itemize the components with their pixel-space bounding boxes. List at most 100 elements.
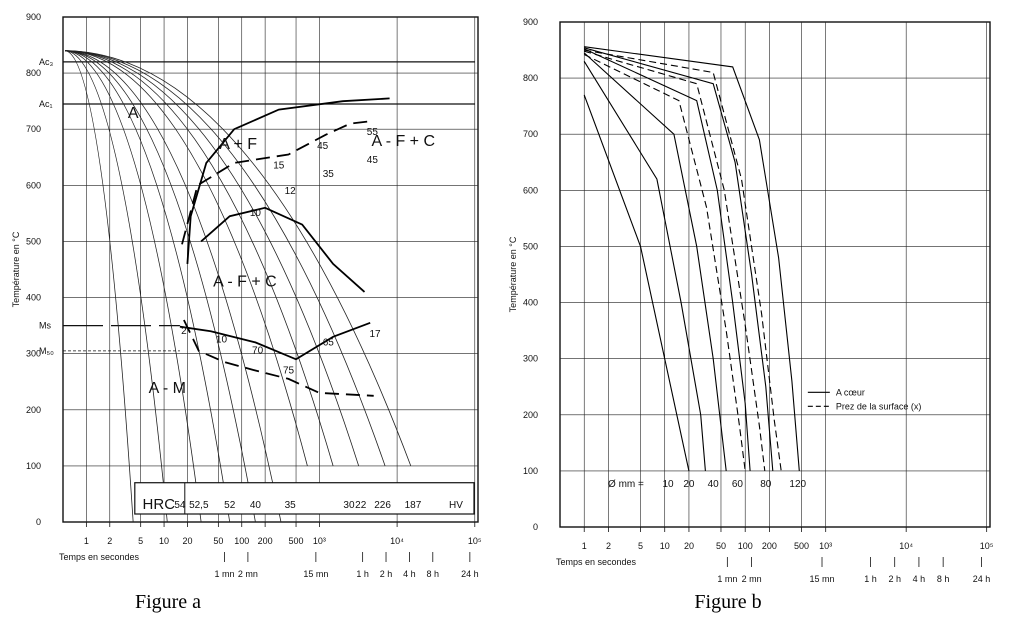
y-tick-label: 700	[26, 124, 41, 134]
y-tick-label: 600	[26, 180, 41, 190]
y-axis-title: Température en °C	[508, 236, 518, 312]
y-tick-label: 0	[36, 517, 41, 527]
series-line	[583, 61, 706, 471]
series-line	[583, 54, 746, 471]
hardness-value: 22	[355, 500, 367, 511]
y-tick-label: 300	[523, 354, 538, 364]
hardness-value: 35	[285, 500, 297, 511]
time-tick-label: 15 mn	[810, 574, 835, 584]
series-line	[584, 49, 782, 471]
hardness-value: 52	[224, 500, 236, 511]
y-tick-label: 800	[523, 73, 538, 83]
fraction-label: 2	[181, 326, 187, 337]
region-label: A - F + C	[371, 133, 435, 150]
x-tick-label: 100	[738, 541, 753, 551]
fraction-label: 10	[250, 208, 262, 219]
region-label: A - M	[149, 380, 186, 397]
series-line	[584, 46, 800, 471]
y-tick-label: 700	[523, 129, 538, 139]
fraction-label: 15	[273, 161, 285, 172]
legend-entry: A cœur	[836, 387, 865, 397]
hardness-value: 54	[174, 500, 186, 511]
y-tick-label: 600	[523, 185, 538, 195]
time-tick-label: 4 h	[913, 574, 926, 584]
fraction-label: 12	[285, 186, 297, 197]
transformation-boundary	[200, 206, 366, 293]
time-tick-label: 4 h	[403, 569, 416, 579]
x-tick-label: 2	[606, 541, 611, 551]
time-tick-label: 15 mn	[303, 569, 328, 579]
critical-temp-label: Ac₃	[39, 57, 54, 67]
series-line	[583, 48, 751, 471]
plot-frame	[559, 21, 991, 528]
transformation-boundary	[181, 119, 374, 245]
time-tick-label: 1 mn	[215, 569, 235, 579]
region-label: A	[128, 105, 139, 122]
y-tick-label: 200	[523, 410, 538, 420]
y-tick-label: 800	[26, 68, 41, 78]
critical-temp-label: M₅₀	[39, 346, 54, 356]
time-tick-label: 1 h	[356, 569, 369, 579]
series-line	[584, 47, 774, 471]
time-tick-label: 1 h	[864, 574, 877, 584]
series-line	[584, 50, 766, 471]
cooling-curve	[64, 50, 386, 467]
x-axis-title: Temps en secondes	[59, 552, 140, 562]
diameter-value: 40	[708, 479, 720, 490]
cooling-curve	[64, 50, 308, 466]
x-tick-label: 500	[289, 536, 304, 546]
y-axis-title: Température en °C	[11, 231, 21, 307]
time-tick-label: 2 h	[380, 569, 393, 579]
fraction-label: 17	[369, 329, 381, 340]
cooling-curve	[64, 50, 412, 467]
y-tick-label: 100	[523, 466, 538, 476]
x-tick-label: 1	[582, 541, 587, 551]
y-tick-label: 900	[523, 17, 538, 27]
cooling-curve	[64, 50, 134, 523]
transformation-boundary	[186, 97, 390, 264]
x-tick-label: 200	[258, 536, 273, 546]
time-tick-label: 1 mn	[717, 574, 737, 584]
x-tick-label: 10⁵	[468, 536, 482, 546]
x-tick-label: 2	[107, 536, 112, 546]
hardness-value: 187	[405, 500, 422, 511]
diameter-value: 120	[789, 479, 806, 490]
fraction-label: 45	[367, 155, 379, 166]
cooling-curve	[64, 50, 231, 523]
y-tick-label: 500	[523, 241, 538, 251]
chart-figure-b: 0 100 200 300 400 500 600 700 800 900 1 2 5 10 20 50 100…	[508, 17, 994, 584]
diameter-label: Ø mm =	[608, 479, 644, 490]
cooling-curve	[64, 50, 202, 523]
x-tick-label: 10⁴	[899, 541, 913, 551]
cooling-curve	[64, 50, 282, 523]
fraction-label: 65	[323, 337, 335, 348]
x-tick-label: 5	[638, 541, 643, 551]
cooling-curve	[64, 50, 168, 523]
time-tick-label: 8 h	[427, 569, 440, 579]
x-tick-label: 200	[762, 541, 777, 551]
y-tick-label: 200	[26, 405, 41, 415]
x-tick-label: 10⁵	[980, 541, 994, 551]
plot-frame	[62, 16, 479, 523]
x-tick-label: 50	[213, 536, 223, 546]
y-tick-label: 900	[26, 12, 41, 22]
region-label: A - F + C	[213, 273, 277, 290]
cooling-curve	[64, 50, 334, 467]
y-tick-label: 0	[533, 522, 538, 532]
x-tick-label: 20	[684, 541, 694, 551]
fraction-label: 35	[323, 169, 335, 180]
time-tick-label: 8 h	[937, 574, 950, 584]
time-tick-label: 2 h	[888, 574, 901, 584]
hardness-box	[134, 482, 475, 515]
x-tick-label: 50	[716, 541, 726, 551]
cooling-curve	[64, 50, 360, 467]
critical-temp-label: Ms	[39, 321, 51, 331]
x-tick-label: 10³	[313, 536, 326, 546]
hardness-value: 226	[374, 500, 391, 511]
diameter-value: 80	[760, 479, 772, 490]
time-tick-label: 2 mn	[742, 574, 762, 584]
x-tick-label: 100	[234, 536, 249, 546]
hardness-value: 52,5	[189, 500, 209, 511]
